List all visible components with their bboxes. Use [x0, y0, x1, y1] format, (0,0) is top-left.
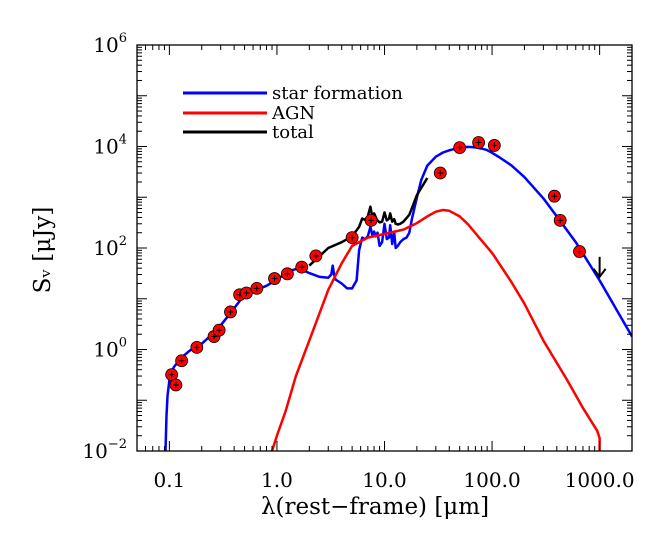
legend-label-agn: AGN [271, 103, 315, 124]
data-point [250, 281, 264, 295]
data-point [190, 340, 204, 354]
x-tick-label: 1.0 [261, 468, 293, 492]
data-point [268, 272, 281, 285]
y-tick-label: 106 [93, 31, 127, 57]
y-tick-label: 10−2 [82, 437, 127, 463]
upper-limit [592, 256, 607, 279]
data-point [553, 213, 567, 227]
data-point [345, 231, 359, 245]
data-point [548, 189, 561, 203]
legend-label-total: total [272, 122, 314, 143]
upper-limit-arrowhead [592, 268, 607, 279]
x-tick-label: 100.0 [463, 468, 520, 492]
y-axis-ticks: 10−2 100 102 104 106 [82, 31, 632, 463]
legend: star formation AGN total [183, 83, 403, 143]
data-point [280, 267, 294, 281]
data-point [212, 323, 226, 337]
data-point [573, 245, 586, 258]
data-points [165, 136, 586, 392]
data-point [487, 139, 501, 152]
data-point [433, 166, 447, 180]
y-tick-label: 100 [93, 336, 127, 362]
data-point [364, 213, 378, 227]
series-line-total [308, 177, 429, 267]
legend-label-star-formation: star formation [272, 83, 403, 104]
x-axis-label: λ(rest−frame) [μm] [261, 494, 489, 520]
data-point [169, 378, 183, 392]
data-point [295, 260, 309, 274]
y-tick-label: 102 [93, 234, 127, 260]
x-tick-label: 1000.0 [565, 468, 635, 492]
x-tick-label: 10.0 [362, 468, 407, 492]
x-tick-label: 0.1 [153, 468, 185, 492]
y-axis-label: Sᵥ [μJy] [30, 207, 56, 294]
data-point [224, 305, 237, 319]
y-tick-label: 104 [93, 133, 127, 159]
data-point [309, 249, 323, 263]
plot-border [136, 44, 633, 452]
data-point [453, 141, 467, 155]
data-point [175, 354, 189, 368]
plot-frame [136, 44, 633, 452]
series-line-agn [270, 208, 601, 451]
data-point [472, 136, 486, 149]
x-axis-ticks: 0.1 1.0 10.0 100.0 1000.0 [136, 45, 635, 492]
